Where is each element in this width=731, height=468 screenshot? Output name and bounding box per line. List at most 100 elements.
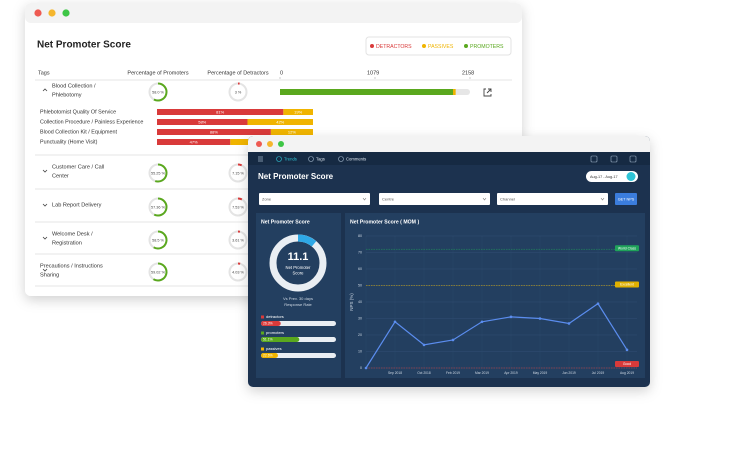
reference-label: World Class [618,246,637,250]
ring-label: 7.15 % [232,171,244,175]
y-tick-label: 20 [358,333,362,337]
group-label: Phlebotomy [52,92,82,98]
nav-icon[interactable] [610,155,618,163]
ring-value [237,163,243,167]
filter-label: Zone [262,196,272,201]
panel-title: Net Promoter Score [261,219,310,225]
filter-label: Channel [500,196,515,201]
x-tick-label: Apr 2019 [504,371,518,375]
select-arrow [362,197,367,201]
breakdown-bar [261,353,278,358]
y-tick-label: 50 [358,283,362,287]
bar-passives [270,129,313,135]
scale-tick-label: 2158 [462,70,474,76]
nps-point [596,302,600,305]
nav-icon[interactable] [338,156,344,162]
title-bar [248,136,650,152]
nps-point [567,322,571,325]
nav-icon[interactable] [590,155,598,163]
filter-label: Centre [382,196,395,201]
gauge-value-label: 11.1 [288,251,309,263]
date-pill[interactable] [586,171,638,182]
chart-panel [345,213,645,378]
legend-label: DETRACTORS [376,44,412,50]
date-range: Aug-17 - Aug-17 [590,175,618,179]
breakdown-label: passives [266,346,282,351]
nav-icon[interactable] [276,156,282,162]
legend-label: PROMOTERS [470,44,504,50]
button-label[interactable]: GET NPS [618,197,635,201]
chevron[interactable] [42,88,48,92]
chevron[interactable] [42,236,48,240]
window-dot [256,141,262,147]
bar-label: 88% [210,129,218,134]
breakdown-bar [261,337,300,342]
compare-label: Vs Prev. 30 days [283,296,313,301]
chart-title: Net Promoter Score ( MOM ) [350,219,419,225]
breakdown-value: 51.1% [263,338,273,342]
nav-icon[interactable] [308,156,314,162]
group-label: Welcome Desk / [52,231,93,237]
bar-label: 47% [190,139,198,144]
chevron[interactable] [42,169,48,173]
y-tick-label: 80 [358,234,362,238]
breakdown-value: 22.6% [263,354,273,358]
reference-tag [615,281,639,288]
legend-swatch [261,315,264,319]
x-tick-label: Aug 2019 [620,371,634,375]
bar-promoters [280,89,454,95]
filter-select[interactable] [497,193,608,205]
window-dot [48,9,56,17]
x-tick-label: Jun 2019 [562,371,576,375]
group-label: Registration [52,240,82,246]
bar-label: 81% [216,109,224,114]
group-label: Customer Care / Call [52,164,104,170]
reference-label: Excellent [620,283,634,287]
legend-swatch [261,331,264,335]
legend-box [365,36,512,56]
nav-item[interactable]: Comments [346,156,366,161]
x-tick-label: Sep 2018 [388,371,402,375]
nps-point [538,317,542,320]
x-tick-label: Jul 2019 [592,371,605,375]
chevron[interactable] [42,203,48,207]
bar-label: 19% [294,109,302,114]
nav-bar [248,152,650,165]
ring-label: 4.03 % [232,270,244,274]
filter-select[interactable] [259,193,370,205]
bar-detractors [157,139,231,145]
ring-label: 3.61 % [232,238,244,242]
gauge-caption: Net Promoter [286,265,312,270]
group-label: Center [52,173,69,179]
nps-point [422,343,426,347]
nps-point [364,366,368,370]
get-nps-button[interactable] [615,193,637,205]
y-tick-label: 30 [358,316,362,320]
dashboard-title: Net Promoter Score [258,172,334,181]
legend-swatch [261,347,264,351]
bar-detractors [157,109,284,115]
reference-tag [615,361,639,367]
response-label: Response Rate [284,302,312,307]
legend-label: PASSIVES [428,44,454,50]
ring-label: 58.0 % [152,90,164,94]
nps-point [480,320,484,324]
y-tick-label: 70 [358,250,362,254]
item-label: Blood Collection Kit / Equipment [40,129,118,135]
chevron[interactable] [42,268,48,272]
open-icon[interactable] [483,88,492,97]
gauge-caption: Score [293,271,305,276]
filter-select[interactable] [379,193,490,205]
ring-value [154,163,168,183]
menu-icon[interactable] [258,156,263,162]
nps-line [365,302,628,369]
window-dot [278,141,284,147]
nav-item[interactable]: Trends [284,156,297,161]
nav-item[interactable]: Tags [316,156,325,161]
column-header: Percentage of Promoters [127,70,188,76]
bar-passives [453,89,456,95]
item-label: Punctuality (Home Visit) [40,139,98,145]
breakdown-label: detractors [266,314,284,319]
nav-icon[interactable] [629,155,637,163]
